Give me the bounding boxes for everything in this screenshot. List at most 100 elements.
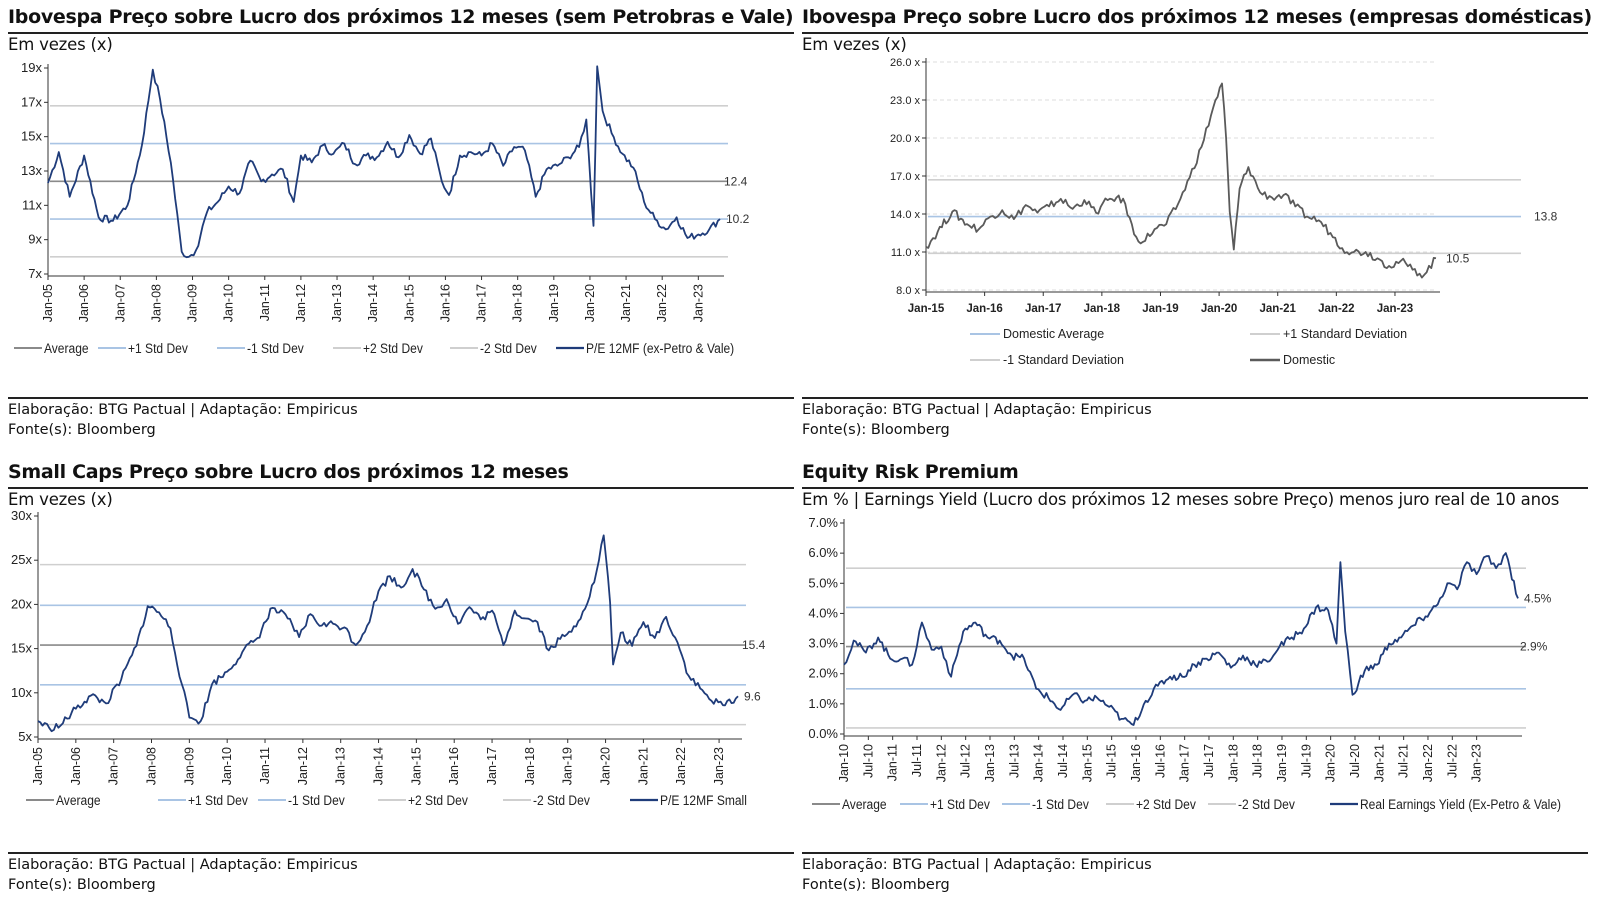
- x-tick-label: Jan-07: [113, 284, 127, 322]
- series-line: [47, 65, 721, 259]
- chart-source: Fonte(s): Bloomberg: [802, 877, 950, 893]
- x-tick-label: Jan-10: [837, 744, 851, 782]
- x-tick-label: Jan-20: [599, 747, 613, 785]
- y-tick-label: 2.0%: [808, 666, 838, 681]
- x-tick-label: Jan-18: [1226, 744, 1240, 782]
- chart-source: Fonte(s): Bloomberg: [802, 422, 950, 438]
- chart-panel-pe-ex-petro-vale: Ibovespa Preço sobre Lucro dos próximos …: [8, 0, 794, 440]
- chart-subtitle: Em vezes (x): [8, 490, 113, 509]
- x-tick-label: Jan-23: [1377, 303, 1413, 315]
- x-tick-label: Jan-08: [145, 747, 159, 785]
- legend-label: -1 Std Dev: [288, 792, 345, 808]
- y-tick-label: 19x: [21, 60, 42, 75]
- x-tick-label: Jan-17: [475, 284, 489, 322]
- x-tick-label: Jan-10: [222, 284, 236, 322]
- x-tick-label: Jan-22: [674, 747, 688, 785]
- x-tick-label: Jan-14: [366, 284, 380, 322]
- x-tick-label: Jan-17: [485, 747, 499, 785]
- legend-label: -1 Std Dev: [1032, 796, 1089, 812]
- x-tick-label: Jul-13: [1007, 744, 1021, 778]
- y-tick-label: 30x: [11, 511, 32, 523]
- y-tick-label: 26.0 x: [890, 57, 920, 69]
- x-tick-label: Jan-19: [561, 747, 575, 785]
- x-tick-label: Jan-23: [691, 284, 705, 322]
- x-tick-label: Jan-18: [1084, 303, 1121, 315]
- y-tick-label: 5.0%: [808, 575, 838, 590]
- x-tick-label: Jan-22: [1318, 303, 1354, 315]
- reference-line-label: 15.4: [742, 638, 766, 652]
- chart-plot: 13.8 8.0 x 11.0 x 14.0 x 17.0 x 20.0 x 23.0 x 2…: [890, 57, 1558, 367]
- source-divider: [8, 397, 794, 399]
- chart-source: Fonte(s): Bloomberg: [8, 877, 156, 893]
- source-divider: [802, 852, 1588, 854]
- x-tick-label: Jan-15: [402, 284, 416, 322]
- y-tick-label: 11x: [22, 197, 42, 212]
- x-tick-label: Jan-17: [1025, 303, 1061, 315]
- x-tick-label: Jan-22: [655, 284, 669, 322]
- legend-label: Domestic: [1283, 353, 1335, 367]
- x-tick-label: Jan-19: [1275, 744, 1289, 782]
- x-tick-label: Jan-21: [1260, 303, 1297, 315]
- x-tick-label: Jan-15: [1080, 744, 1094, 782]
- x-tick-label: Jan-20: [583, 284, 597, 322]
- x-tick-label: Jan-11: [886, 744, 900, 781]
- x-tick-label: Jan-05: [31, 747, 45, 785]
- x-tick-label: Jul-20: [1348, 744, 1362, 778]
- chart-subtitle: Em vezes (x): [802, 35, 907, 54]
- legend-label: -2 Std Dev: [1238, 796, 1295, 812]
- x-tick-label: Jan-23: [712, 747, 726, 785]
- x-tick-label: Jul-16: [1153, 744, 1167, 778]
- x-tick-label: Jul-15: [1105, 744, 1119, 778]
- legend-label: Average: [842, 796, 887, 812]
- x-tick-label: Jul-22: [1445, 744, 1459, 778]
- legend-label: +1 Std Dev: [188, 792, 248, 808]
- chart-credit: Elaboração: BTG Pactual | Adaptação: Emp…: [8, 402, 358, 418]
- chart-panel-pe-domestic: Ibovespa Preço sobre Lucro dos próximos …: [802, 0, 1592, 440]
- y-tick-label: 6.0%: [808, 545, 838, 560]
- chart-plot: 2.9% 0.0% 1.0% 2.0% 3.0% 4.0% 5.0% 6.0% 7.0% Jan-…: [808, 515, 1561, 812]
- y-tick-label: 14.0 x: [890, 209, 920, 221]
- x-tick-label: Jan-21: [1372, 744, 1386, 782]
- x-tick-label: Jan-18: [523, 747, 537, 785]
- chart-plot: 15.4 5x 10x 15x 20x 25x 30x Jan-05 Jan-06 Jan-07 J…: [11, 511, 766, 808]
- series-end-label: 4.5%: [1524, 591, 1552, 605]
- y-tick-label: 8.0 x: [896, 285, 920, 297]
- legend-label: P/E 12MF (ex-Petro & Vale): [586, 340, 734, 356]
- source-divider: [8, 852, 794, 854]
- x-tick-label: Jul-21: [1397, 744, 1411, 778]
- x-tick-label: Jan-21: [636, 747, 650, 785]
- legend-label: +2 Std Dev: [363, 340, 423, 356]
- x-tick-label: Jan-12: [934, 744, 948, 782]
- y-tick-label: 9x: [28, 232, 42, 247]
- legend-label: Average: [56, 792, 101, 808]
- x-tick-label: Jul-10: [861, 744, 875, 778]
- legend-label: +1 Std Dev: [128, 340, 188, 356]
- x-tick-label: Jan-09: [182, 747, 196, 785]
- series-line: [925, 82, 1437, 279]
- x-tick-label: Jan-08: [149, 284, 163, 322]
- x-tick-label: Jan-22: [1421, 744, 1435, 782]
- y-tick-label: 15x: [21, 129, 42, 144]
- legend-label: -2 Std Dev: [480, 340, 537, 356]
- reference-line-label: 12.4: [724, 174, 748, 188]
- x-tick-label: Jan-16: [1129, 744, 1143, 782]
- x-tick-label: Jul-17: [1202, 744, 1216, 778]
- x-tick-label: Jan-16: [438, 284, 452, 322]
- chart-panel-pe-small-caps: Small Caps Preço sobre Lucro dos próximo…: [8, 455, 794, 895]
- y-tick-label: 10x: [11, 685, 32, 700]
- x-tick-label: Jan-13: [334, 747, 348, 785]
- x-tick-label: Jan-07: [107, 747, 121, 785]
- y-tick-label: 17.0 x: [890, 171, 920, 183]
- x-tick-label: Jan-13: [330, 284, 344, 322]
- y-tick-label: 13x: [21, 163, 42, 178]
- x-tick-label: Jan-20: [1324, 744, 1338, 782]
- chart-title: Equity Risk Premium: [802, 461, 1019, 483]
- legend-label: +2 Std Dev: [408, 792, 468, 808]
- series-line: [843, 552, 1519, 726]
- series-end-label: 10.2: [726, 212, 750, 226]
- legend-label: +1 Std Dev: [930, 796, 990, 812]
- chart-plot: 12.4 7x 9x 11x 13x 15x 17x 19x Jan-05 Jan-06 Jan-0…: [14, 60, 750, 356]
- x-tick-label: Jan-11: [258, 284, 272, 321]
- y-tick-label: 7.0%: [808, 515, 838, 530]
- chart-panel-equity-risk-premium: Equity Risk Premium Em % | Earnings Yiel…: [802, 455, 1588, 895]
